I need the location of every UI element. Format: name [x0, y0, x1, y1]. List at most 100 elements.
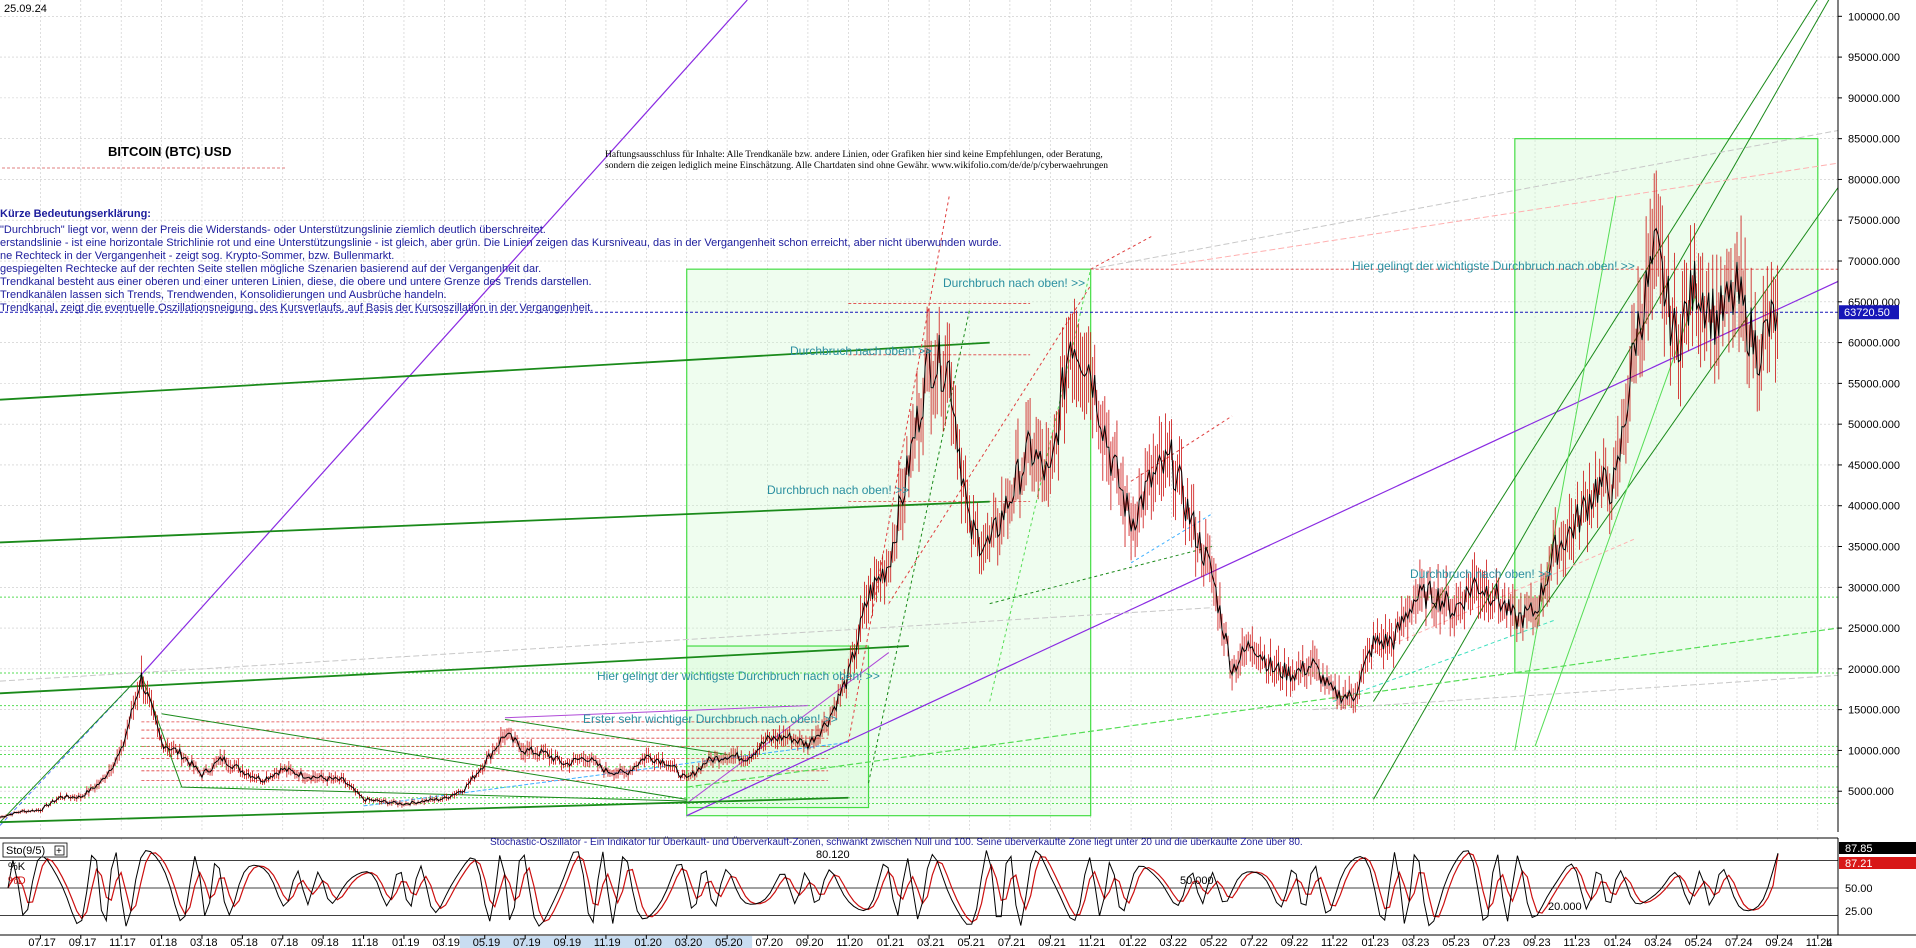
- x-tick-label: 05.22: [1200, 937, 1228, 948]
- expand-icon-glyph: +: [56, 846, 62, 857]
- x-tick-label: 07.24: [1725, 937, 1753, 948]
- axis-tail-label: L: [1826, 937, 1832, 948]
- x-tick-highlight: [500, 936, 551, 948]
- legend-line: Trendkanälen lassen sich Trends, Trendwe…: [0, 289, 447, 301]
- x-tick-label: 05.19: [473, 937, 501, 948]
- disclaimer-line-1: Haftungsausschluss für Inhalte: Alle Tre…: [605, 149, 1103, 160]
- x-tick-label: 05.21: [957, 937, 985, 948]
- x-tick-label: 11.18: [352, 937, 379, 948]
- y-tick-label: 95000.000: [1848, 52, 1900, 64]
- trend-channel-lower: [686, 280, 1839, 817]
- chart-date: 25.09.24: [4, 3, 47, 15]
- osc-inline-label: 20.000: [1548, 901, 1582, 913]
- d-label: %D: [8, 875, 26, 887]
- y-tick-label: 75000.000: [1848, 215, 1900, 227]
- x-tick-label: 05.24: [1685, 937, 1713, 948]
- osc-tick: 25.00: [1845, 906, 1873, 918]
- x-tick-label: 09.17: [69, 937, 97, 948]
- legend-block: Kürze Bedeutungserklärung: "Durchbruch" …: [0, 208, 1002, 314]
- fan-line: [989, 546, 1212, 605]
- x-tick-label: 09.21: [1038, 937, 1066, 948]
- trend-channel-inner: [686, 652, 890, 804]
- y-tick-label: 85000.000: [1848, 134, 1900, 146]
- x-tick-label: 11.19: [594, 937, 621, 948]
- legend-line: Trendkanal besteht aus einer oberen und …: [0, 276, 592, 288]
- price-line: [0, 227, 1778, 818]
- last-price-badge: 63720.50: [1839, 305, 1899, 320]
- pattern-line: [181, 786, 687, 802]
- osc-inline-label: 50.000: [1180, 875, 1214, 887]
- x-tick-label: 07.17: [28, 937, 56, 948]
- y-tick-label: 60000.000: [1848, 338, 1900, 350]
- x-tick-highlight: [459, 936, 510, 948]
- annotation-label: Erster sehr wichtiger Durchbruch nach ob…: [583, 712, 838, 726]
- d-value: 87.21: [1845, 858, 1873, 870]
- long-dashed-line: [0, 607, 1212, 682]
- projection-channel: [1373, 0, 1818, 702]
- fan-line: [868, 309, 970, 784]
- x-tick-label: 09.19: [554, 937, 582, 948]
- bull-rectangle: [686, 268, 1092, 817]
- trend-channel-upper: [140, 0, 748, 675]
- x-tick-highlight: [621, 936, 672, 948]
- long-dashed-line: [1312, 674, 1839, 711]
- pattern-line: [0, 674, 142, 823]
- x-tick-label: 03.20: [675, 937, 703, 948]
- trend-channel-inner: [504, 705, 808, 719]
- stochastic-panel: [0, 841, 1838, 935]
- annotation-label: Durchbruch nach oben! >>: [767, 483, 909, 497]
- annotation-label: Durchbruch nach oben! >>: [943, 276, 1085, 290]
- x-tick-label: 01.21: [877, 937, 905, 948]
- x-tick-highlight: [580, 936, 631, 948]
- x-tick-label: 09.18: [311, 937, 339, 948]
- y-tick-label: 70000.000: [1848, 256, 1900, 268]
- y-tick-label: 10000.000: [1848, 745, 1900, 757]
- bull-rectangle-projection: [1514, 138, 1819, 674]
- x-tick-label: 07.18: [271, 937, 299, 948]
- fan-line: [1130, 513, 1213, 564]
- x-tick-label: 01.19: [392, 937, 420, 948]
- y-tick-label: 15000.000: [1848, 705, 1900, 717]
- x-tick-label: 03.22: [1159, 937, 1187, 948]
- y-tick-label: 5000.000: [1848, 786, 1894, 798]
- x-tick-label: 03.21: [917, 937, 945, 948]
- x-tick-label: 09.24: [1765, 937, 1793, 948]
- x-tick-label: 01.20: [634, 937, 662, 948]
- time-axis: 07.17 09.17 11.17 01.18 03.18 05.18 07.18 09.18…: [0, 934, 1916, 948]
- legend-line: "Durchbruch" liegt vor, wenn der Preis d…: [0, 224, 546, 236]
- y-tick-label: 100000.00: [1848, 11, 1900, 23]
- x-tick-label: 07.23: [1483, 937, 1511, 948]
- x-tick-label: 11.24: [1806, 937, 1833, 948]
- legend-line: erstandslinie - ist eine horizontale Str…: [0, 237, 1002, 249]
- projection-channel: [1514, 195, 1617, 751]
- annotation-label: Hier gelingt der wichtigste Durchbruch n…: [1352, 259, 1635, 273]
- oscillator-label: Sto(9/5): [6, 845, 45, 857]
- x-tick-label: 11.23: [1563, 937, 1590, 948]
- pattern-line: [504, 718, 728, 756]
- x-tick-label: 03.24: [1644, 937, 1672, 948]
- price-series: [0, 170, 1778, 819]
- x-tick-highlight: [702, 936, 753, 948]
- y-tick-label: 20000.000: [1848, 664, 1900, 676]
- legend-heading: Kürze Bedeutungserklärung:: [0, 208, 151, 220]
- x-tick-label: 11.17: [109, 937, 136, 948]
- y-tick-label: 45000.000: [1848, 460, 1900, 472]
- y-tick-label: 80000.000: [1848, 174, 1900, 186]
- last-price-value: 63720.50: [1844, 307, 1890, 319]
- x-tick-label: 11.21: [1079, 937, 1106, 948]
- x-tick-label: 07.19: [513, 937, 541, 948]
- fan-line: [888, 285, 1092, 604]
- y-tick-label: 35000.000: [1848, 542, 1900, 554]
- annotations: Durchbruch nach oben! >> Durchbruch nach…: [583, 259, 1635, 726]
- x-tick-label: 05.23: [1442, 937, 1470, 948]
- y-tick-label: 55000.000: [1848, 378, 1900, 390]
- projection-channel: [1373, 0, 1830, 800]
- x-tick-label: 09.23: [1523, 937, 1551, 948]
- x-tick-label: 03.23: [1402, 937, 1430, 948]
- long-trend-line: [0, 645, 909, 695]
- y-tick-label: 90000.000: [1848, 93, 1900, 105]
- k-value: 87.85: [1845, 843, 1873, 855]
- price-axis: 5000.000 10000.000 15000.000 20000.000 25000…: [1838, 11, 1900, 798]
- x-tick-label: 07.22: [1240, 937, 1268, 948]
